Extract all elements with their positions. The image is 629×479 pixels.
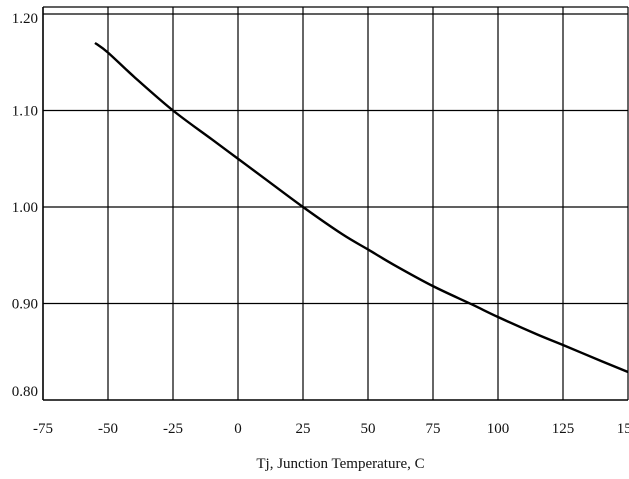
y-tick-label: 0.80 [12,384,38,400]
x-tick-label: 50 [361,421,376,437]
y-axis-tick-labels: 0.80 0.90 1.00 1.10 1.20 [12,11,38,400]
x-axis-title: Tj, Junction Temperature, C [256,456,424,472]
y-tick-label: 1.00 [12,200,38,216]
x-tick-label: 75 [426,421,441,437]
y-tick-label: 1.20 [12,11,38,27]
x-tick-label: 100 [487,421,510,437]
x-axis-tick-labels: -75 -50 -25 0 25 50 75 100 125 150 [33,421,629,437]
x-tick-label: 150 [617,421,629,437]
y-tick-label: 0.90 [12,297,38,313]
plot-frame [42,6,628,401]
series-line [94,41,629,374]
series-layer [94,41,629,374]
grid [42,7,629,400]
x-tick-label: -75 [33,421,53,437]
x-tick-label: 125 [552,421,575,437]
x-tick-label: -25 [163,421,183,437]
x-tick-label: 0 [234,421,242,437]
y-tick-label: 1.10 [12,104,38,120]
x-tick-label: 25 [296,421,311,437]
x-tick-label: -50 [98,421,118,437]
